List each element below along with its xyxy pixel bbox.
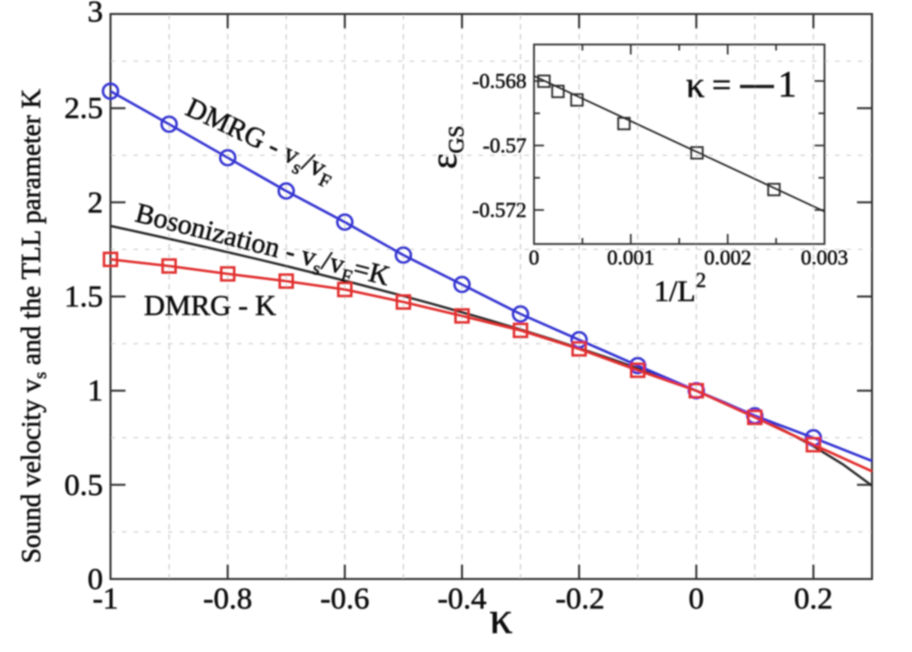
svg-text:1: 1 bbox=[778, 65, 797, 106]
svg-text:0: 0 bbox=[689, 581, 705, 616]
svg-text:Sound velocity vs and the TLL: Sound velocity vs and the TLL parameter … bbox=[16, 88, 50, 563]
svg-text:-0.8: -0.8 bbox=[203, 581, 252, 616]
svg-text:-0.568: -0.568 bbox=[472, 69, 526, 93]
svg-text:0.001: 0.001 bbox=[607, 246, 654, 270]
svg-text:DMRG - K: DMRG - K bbox=[144, 290, 276, 322]
svg-text:0: 0 bbox=[529, 246, 540, 270]
svg-text:-0.4: -0.4 bbox=[437, 581, 487, 616]
svg-text:2: 2 bbox=[88, 184, 104, 219]
svg-text:0: 0 bbox=[88, 561, 104, 596]
svg-text:-0.57: -0.57 bbox=[483, 134, 527, 158]
svg-text:2.5: 2.5 bbox=[64, 90, 103, 125]
svg-text:-1: -1 bbox=[93, 581, 119, 616]
svg-text:0.002: 0.002 bbox=[704, 246, 751, 270]
svg-text:-0.6: -0.6 bbox=[320, 581, 369, 616]
svg-text:3: 3 bbox=[88, 0, 104, 29]
svg-text:1: 1 bbox=[88, 373, 104, 408]
svg-text:=: = bbox=[712, 67, 731, 104]
svg-text:κ: κ bbox=[686, 65, 705, 106]
svg-text:-0.572: -0.572 bbox=[472, 198, 526, 222]
svg-text:κ: κ bbox=[489, 592, 512, 643]
svg-text:-0.2: -0.2 bbox=[556, 581, 605, 616]
svg-text:0.5: 0.5 bbox=[64, 467, 103, 502]
svg-text:0.2: 0.2 bbox=[794, 581, 833, 616]
svg-text:0.003: 0.003 bbox=[801, 246, 848, 270]
svg-text:1.5: 1.5 bbox=[64, 279, 103, 314]
